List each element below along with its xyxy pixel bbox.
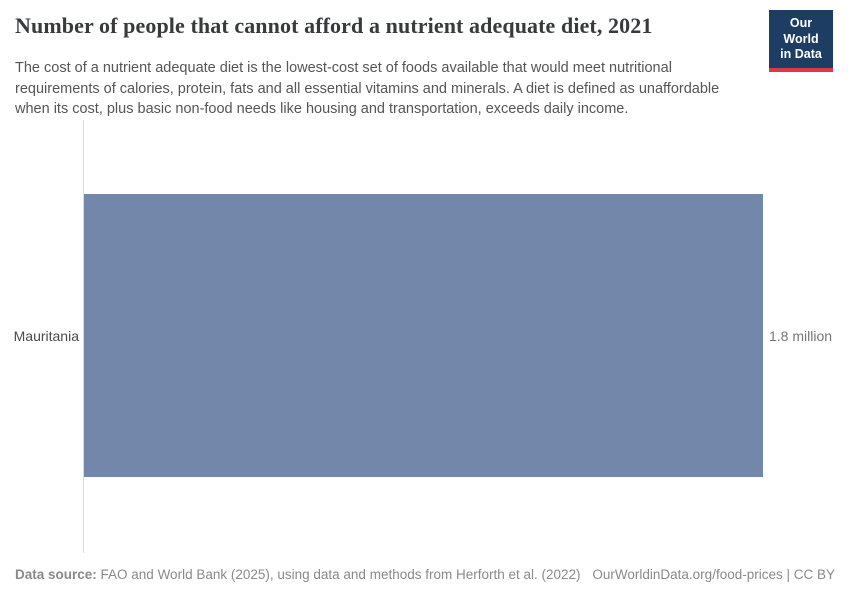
- owid-logo-line1: Our World: [783, 16, 819, 46]
- owid-logo-line2: in Data: [780, 47, 822, 62]
- y-axis-line: [83, 120, 84, 553]
- bar-track: [84, 194, 763, 477]
- owid-logo: Our World in Data: [769, 10, 833, 72]
- bar-mauritania[interactable]: [84, 194, 763, 477]
- value-label: 1.8 million: [769, 328, 833, 344]
- data-source-text: FAO and World Bank (2025), using data an…: [96, 567, 581, 582]
- data-source: Data source: FAO and World Bank (2025), …: [15, 567, 581, 582]
- entity-label-mauritania: Mauritania: [13, 328, 79, 344]
- chart-title: Number of people that cannot afford a nu…: [15, 13, 653, 38]
- chart-subtitle: The cost of a nutrient adequate diet is …: [15, 60, 720, 118]
- license-text: OurWorldinData.org/food-prices | CC BY: [592, 567, 835, 582]
- data-source-label: Data source:: [15, 567, 97, 582]
